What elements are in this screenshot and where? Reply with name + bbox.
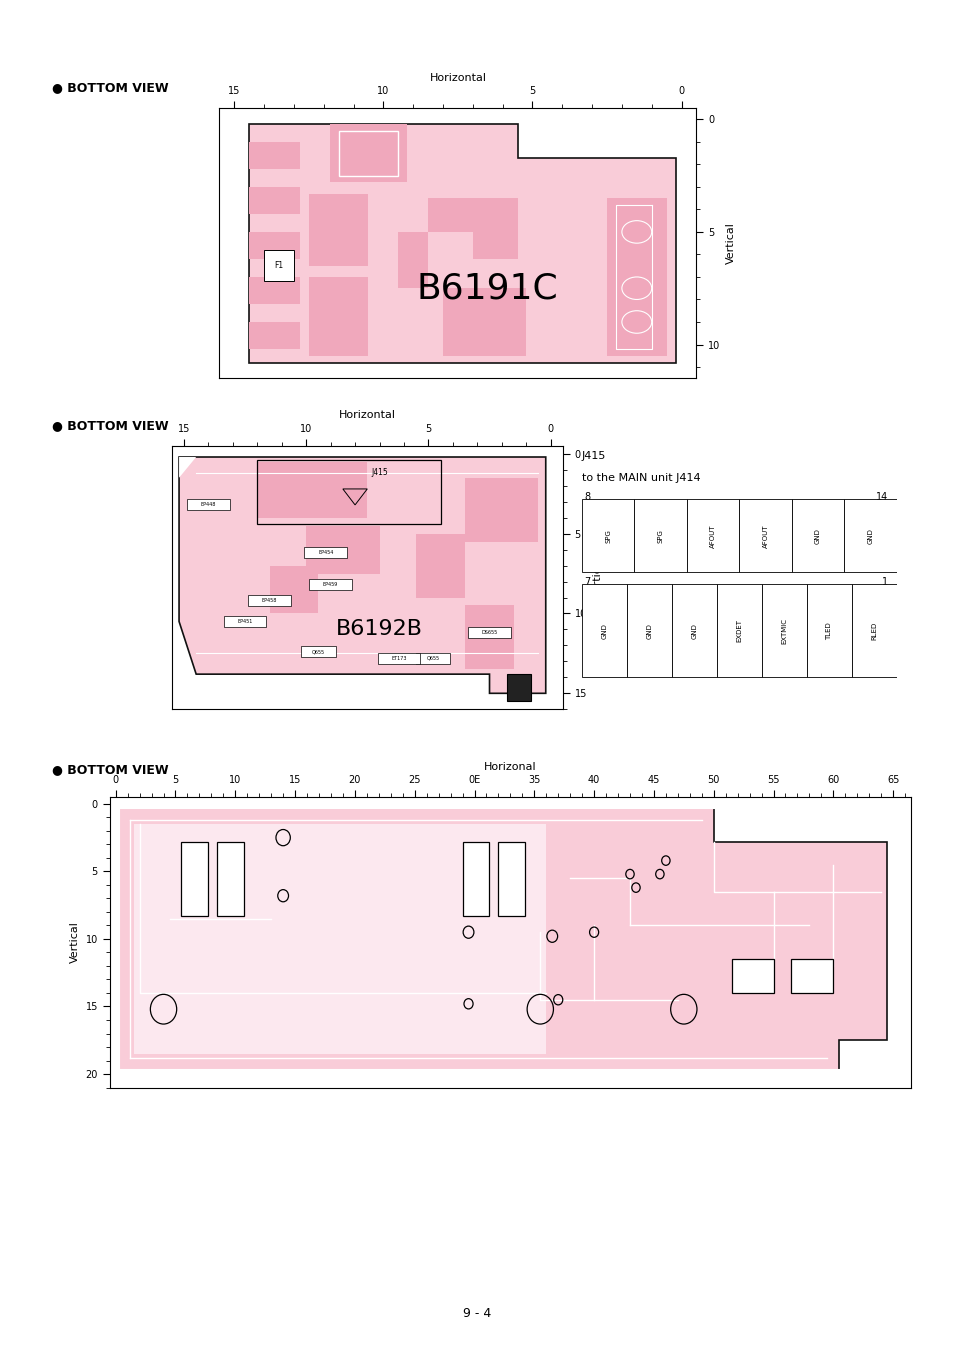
Polygon shape bbox=[397, 232, 428, 288]
FancyBboxPatch shape bbox=[843, 500, 896, 573]
Text: F1: F1 bbox=[274, 261, 283, 270]
Text: AFOUT: AFOUT bbox=[761, 524, 768, 547]
FancyBboxPatch shape bbox=[634, 500, 686, 573]
Text: J415: J415 bbox=[371, 469, 388, 477]
FancyBboxPatch shape bbox=[248, 594, 291, 607]
FancyBboxPatch shape bbox=[686, 500, 739, 573]
Text: RLED: RLED bbox=[870, 621, 877, 640]
Text: 1: 1 bbox=[881, 577, 887, 588]
Text: 14: 14 bbox=[875, 492, 887, 503]
Text: EP454: EP454 bbox=[317, 550, 333, 555]
Text: ● BOTTOM VIEW: ● BOTTOM VIEW bbox=[52, 763, 169, 777]
Polygon shape bbox=[309, 193, 368, 266]
FancyBboxPatch shape bbox=[761, 585, 806, 677]
FancyBboxPatch shape bbox=[739, 500, 791, 573]
Text: EXTMIC: EXTMIC bbox=[781, 617, 786, 643]
FancyBboxPatch shape bbox=[626, 585, 671, 677]
FancyBboxPatch shape bbox=[851, 585, 896, 677]
Polygon shape bbox=[606, 199, 666, 355]
Y-axis label: Vertical: Vertical bbox=[725, 223, 736, 263]
FancyBboxPatch shape bbox=[468, 627, 511, 638]
Text: SPG: SPG bbox=[604, 528, 611, 543]
Polygon shape bbox=[249, 277, 299, 304]
Text: J415: J415 bbox=[581, 451, 606, 461]
Text: B6192B: B6192B bbox=[335, 620, 422, 639]
FancyBboxPatch shape bbox=[301, 646, 335, 658]
Polygon shape bbox=[249, 124, 675, 362]
FancyBboxPatch shape bbox=[264, 250, 294, 281]
Polygon shape bbox=[249, 232, 299, 259]
Text: to the MAIN unit J414: to the MAIN unit J414 bbox=[581, 473, 700, 482]
FancyBboxPatch shape bbox=[497, 842, 524, 916]
FancyBboxPatch shape bbox=[806, 585, 851, 677]
X-axis label: Horizontal: Horizontal bbox=[338, 411, 395, 420]
Text: 8: 8 bbox=[583, 492, 590, 503]
Text: Q655: Q655 bbox=[426, 655, 439, 661]
Text: GND: GND bbox=[600, 623, 607, 639]
Text: DS655: DS655 bbox=[481, 630, 497, 635]
Text: GND: GND bbox=[866, 528, 873, 543]
Polygon shape bbox=[257, 462, 367, 517]
FancyBboxPatch shape bbox=[791, 959, 833, 993]
X-axis label: Horizonal: Horizonal bbox=[483, 762, 537, 771]
Y-axis label: Vertical: Vertical bbox=[592, 557, 602, 598]
Text: GND: GND bbox=[814, 528, 821, 543]
Polygon shape bbox=[133, 824, 546, 1054]
FancyBboxPatch shape bbox=[181, 842, 208, 916]
X-axis label: Horizontal: Horizontal bbox=[429, 73, 486, 82]
FancyBboxPatch shape bbox=[731, 959, 773, 993]
FancyBboxPatch shape bbox=[581, 500, 634, 573]
Polygon shape bbox=[270, 566, 318, 613]
Y-axis label: Vertical: Vertical bbox=[70, 921, 80, 963]
Polygon shape bbox=[464, 478, 537, 542]
Text: Q655: Q655 bbox=[312, 650, 325, 654]
Text: EXDET: EXDET bbox=[736, 619, 741, 642]
FancyBboxPatch shape bbox=[223, 616, 266, 627]
FancyBboxPatch shape bbox=[581, 585, 626, 677]
FancyBboxPatch shape bbox=[187, 500, 230, 511]
FancyBboxPatch shape bbox=[416, 653, 450, 663]
FancyBboxPatch shape bbox=[304, 547, 347, 558]
Text: B6191C: B6191C bbox=[416, 272, 558, 305]
Polygon shape bbox=[306, 526, 379, 574]
Polygon shape bbox=[249, 186, 299, 213]
Polygon shape bbox=[442, 288, 526, 355]
Polygon shape bbox=[330, 124, 407, 182]
Polygon shape bbox=[416, 534, 464, 597]
FancyBboxPatch shape bbox=[377, 653, 420, 663]
Polygon shape bbox=[179, 457, 545, 693]
Text: ● BOTTOM VIEW: ● BOTTOM VIEW bbox=[52, 81, 169, 95]
FancyBboxPatch shape bbox=[671, 585, 716, 677]
Text: TLED: TLED bbox=[825, 621, 831, 639]
Text: GND: GND bbox=[646, 623, 652, 639]
Text: AFOUT: AFOUT bbox=[709, 524, 716, 547]
Polygon shape bbox=[428, 199, 517, 259]
Text: GND: GND bbox=[691, 623, 697, 639]
Polygon shape bbox=[464, 605, 514, 669]
Text: SPG: SPG bbox=[657, 528, 663, 543]
FancyBboxPatch shape bbox=[791, 500, 843, 573]
Polygon shape bbox=[506, 674, 531, 701]
Polygon shape bbox=[309, 277, 368, 355]
Text: EP458: EP458 bbox=[261, 598, 277, 603]
Text: EP451: EP451 bbox=[237, 619, 253, 624]
Text: 7: 7 bbox=[583, 577, 590, 588]
Text: ● BOTTOM VIEW: ● BOTTOM VIEW bbox=[52, 419, 169, 432]
FancyBboxPatch shape bbox=[462, 842, 488, 916]
Polygon shape bbox=[119, 808, 886, 1070]
Polygon shape bbox=[249, 142, 299, 169]
Text: EP459: EP459 bbox=[323, 582, 338, 588]
Text: ET173: ET173 bbox=[391, 655, 406, 661]
Polygon shape bbox=[249, 322, 299, 349]
Text: EP448: EP448 bbox=[200, 503, 215, 508]
Text: 9 - 4: 9 - 4 bbox=[462, 1308, 491, 1320]
Polygon shape bbox=[179, 457, 196, 478]
FancyBboxPatch shape bbox=[716, 585, 761, 677]
FancyBboxPatch shape bbox=[309, 580, 352, 590]
FancyBboxPatch shape bbox=[217, 842, 243, 916]
